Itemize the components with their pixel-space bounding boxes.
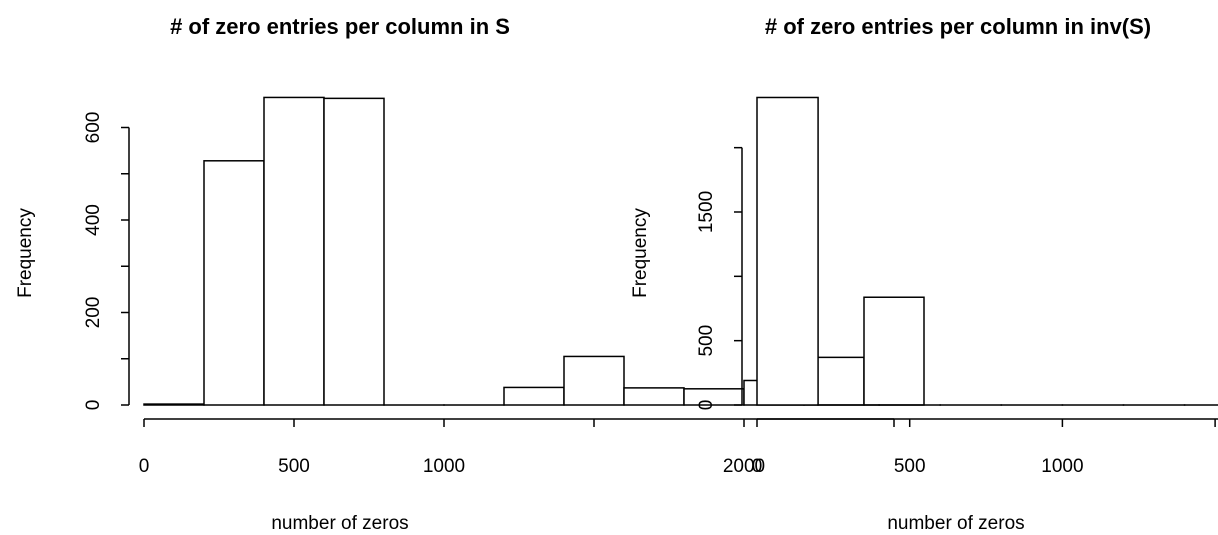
x-tick-label: 0 (139, 456, 150, 477)
histogram-bar (756, 96, 819, 406)
x-axis-label: number of zeros (887, 513, 1024, 534)
histogram-bar (323, 97, 385, 406)
y-tick-label: 200 (83, 297, 104, 329)
histogram-bar (503, 386, 565, 406)
chart-title: # of zero entries per column in S (170, 14, 510, 39)
histogram-bar (143, 403, 205, 406)
histogram-bar (563, 355, 625, 406)
x-tick-label: 500 (894, 456, 926, 477)
y-axis-label: Frequency (15, 208, 36, 298)
chart-title: # of zero entries per column in inv(S) (765, 14, 1151, 39)
y-tick-label: 1500 (696, 191, 717, 233)
histogram-bar (863, 296, 925, 406)
x-tick-label: 0 (752, 456, 763, 477)
x-axis-label: number of zeros (271, 513, 408, 534)
histogram-panel-inv-s: # of zero entries per column in inv(S) n… (630, 14, 1218, 534)
y-tick-label: 400 (83, 204, 104, 236)
y-tick-label: 0 (696, 400, 717, 411)
histogram-bar (203, 160, 265, 406)
x-tick-label: 500 (278, 456, 310, 477)
y-tick-label: 0 (83, 400, 104, 411)
x-tick-label: 1000 (1041, 456, 1083, 477)
y-tick-label: 500 (696, 325, 717, 357)
y-tick-label: 600 (83, 112, 104, 144)
x-tick-label: 1000 (423, 456, 465, 477)
histogram-bar (263, 96, 325, 406)
histogram-bar (623, 387, 685, 406)
x-tick-label: 2000 (723, 456, 765, 477)
y-axis-label: Frequency (630, 208, 651, 298)
